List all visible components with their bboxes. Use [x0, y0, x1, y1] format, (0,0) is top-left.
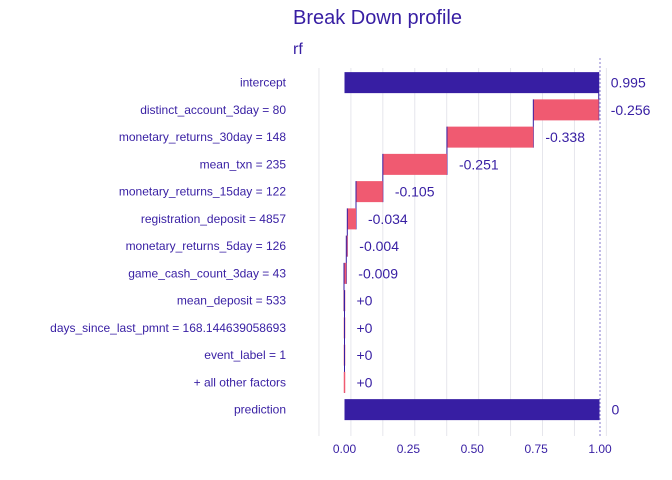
value-label: +0 [357, 347, 373, 363]
x-tick-label: 1.00 [588, 442, 612, 456]
waterfall-bar [446, 126, 534, 148]
value-label: -0.251 [459, 156, 499, 172]
x-tick-label: 0.00 [333, 442, 357, 456]
value-label: -0.256 [611, 102, 651, 118]
category-label: mean_txn = 235 [200, 157, 287, 171]
category-label: registration_deposit = 4857 [141, 212, 286, 226]
category-label: intercept [240, 76, 287, 90]
waterfall-bar [346, 235, 348, 257]
x-tick-label: 0.75 [524, 442, 548, 456]
category-label: mean_deposit = 533 [177, 294, 286, 308]
chart-title: Break Down profile [293, 7, 462, 29]
labels: intercept 0.995 distinct_account_3day = 80… [50, 75, 650, 456]
value-label: 0 [611, 402, 619, 418]
category-label: days_since_last_pmnt = 168.144639058693 [50, 321, 286, 335]
waterfall-bar [344, 72, 599, 94]
category-label: monetary_returns_5day = 126 [126, 239, 287, 253]
waterfall-bar [347, 208, 356, 230]
bars [343, 72, 600, 421]
category-label: + all other factors [194, 375, 286, 389]
category-label: game_cash_count_3day = 43 [128, 266, 286, 280]
value-label: +0 [357, 374, 373, 390]
value-label: -0.034 [368, 211, 408, 227]
value-label: -0.338 [545, 129, 585, 145]
waterfall-bar [343, 371, 346, 393]
category-label: monetary_returns_30day = 148 [119, 130, 286, 144]
waterfall-bar [344, 399, 600, 421]
value-label: -0.004 [359, 238, 399, 254]
value-label: -0.105 [395, 184, 435, 200]
x-tick-label: 0.50 [461, 442, 485, 456]
value-label: 0.995 [611, 75, 646, 91]
category-label: monetary_returns_15day = 122 [119, 185, 286, 199]
category-label: event_label = 1 [204, 348, 286, 362]
waterfall-bar [355, 181, 383, 203]
waterfall-bar [343, 262, 347, 284]
waterfall-bar [533, 99, 599, 121]
value-label: +0 [357, 293, 373, 309]
chart-subtitle: rf [293, 41, 303, 58]
waterfall-bar [382, 153, 447, 175]
x-tick-label: 0.25 [397, 442, 421, 456]
value-label: +0 [357, 320, 373, 336]
category-label: distinct_account_3day = 80 [140, 103, 286, 117]
value-label: -0.009 [358, 265, 398, 281]
category-label: prediction [234, 403, 286, 417]
